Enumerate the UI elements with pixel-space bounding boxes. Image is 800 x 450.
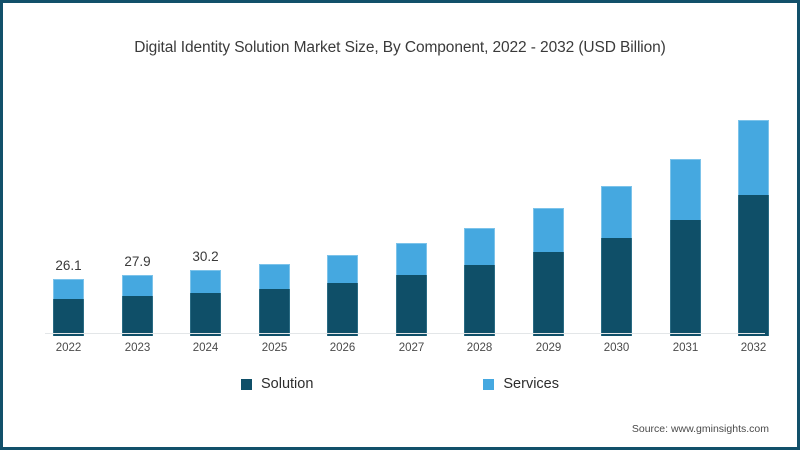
legend-item-services[interactable]: Services (483, 376, 559, 392)
bar-value-label: 27.9 (124, 254, 151, 270)
legend-label-solution: Solution (260, 376, 314, 392)
bar-group[interactable] (670, 158, 701, 336)
bar-segment-services[interactable] (259, 263, 290, 290)
bar-segment-services[interactable] (670, 158, 701, 221)
bar-group[interactable]: 30.2 (190, 249, 221, 336)
x-axis-tick-label: 2032 (740, 342, 767, 354)
bar-group[interactable] (327, 254, 358, 336)
legend-swatch-services (483, 378, 495, 390)
chart-title: Digital Identity Solution Market Size, B… (134, 39, 666, 56)
legend-item-solution[interactable]: Solution (240, 376, 314, 392)
x-axis-tick-label: 2029 (535, 342, 562, 354)
bar-segment-services[interactable] (464, 227, 495, 266)
x-axis-tick-label: 2027 (398, 342, 425, 354)
bar-group[interactable] (259, 263, 290, 336)
bar-segment-solution[interactable] (670, 220, 701, 336)
bar-segment-services[interactable] (396, 242, 427, 276)
bar-segment-solution[interactable] (259, 289, 290, 336)
bar-group[interactable] (533, 207, 564, 336)
bar-segment-solution[interactable] (122, 296, 153, 336)
bar-group[interactable]: 26.1 (53, 258, 84, 336)
bar-segment-solution[interactable] (327, 282, 358, 336)
bar-group[interactable] (738, 119, 769, 336)
bar-segment-services[interactable] (190, 270, 221, 293)
x-axis-tick-label: 2031 (672, 342, 699, 354)
bar-value-label: 26.1 (55, 258, 82, 273)
source-attribution: Source: www.gminsights.com (631, 423, 769, 435)
x-axis-tick-label: 2028 (466, 342, 493, 354)
bar-segment-solution[interactable] (533, 252, 564, 336)
bar-segment-services[interactable] (53, 279, 84, 299)
legend-label-services: Services (503, 376, 559, 392)
legend-swatch-solution (240, 378, 252, 390)
bar-segment-services[interactable] (122, 275, 153, 297)
bar-segment-services[interactable] (738, 119, 769, 195)
bar-segment-solution[interactable] (396, 275, 427, 336)
bar-segment-services[interactable] (601, 185, 632, 238)
bar-segment-services[interactable] (327, 254, 358, 283)
chart-legend: Solution Services (3, 376, 797, 392)
bar-value-label: 30.2 (192, 249, 219, 265)
bar-segment-solution[interactable] (190, 292, 221, 336)
plot-area: 26.1 27.9 30.2 (45, 83, 769, 336)
bar-segment-solution[interactable] (738, 194, 769, 336)
bar-segment-solution[interactable] (464, 265, 495, 336)
bar-group[interactable] (464, 227, 495, 336)
x-axis-tick-label: 2030 (603, 342, 630, 354)
bar-segment-solution[interactable] (601, 237, 632, 336)
bar-group[interactable]: 27.9 (122, 254, 153, 336)
bar-group[interactable] (396, 242, 427, 336)
x-axis-tick-label: 2022 (55, 342, 82, 354)
bar-group[interactable] (601, 185, 632, 336)
x-axis-tick-label: 2024 (192, 342, 219, 354)
bar-segment-solution[interactable] (53, 298, 84, 336)
x-axis-tick-label: 2023 (124, 342, 151, 354)
x-axis-line (45, 333, 765, 334)
x-axis-tick-label: 2025 (261, 342, 288, 354)
bar-segment-services[interactable] (533, 207, 564, 253)
x-axis-tick-label: 2026 (329, 342, 356, 354)
